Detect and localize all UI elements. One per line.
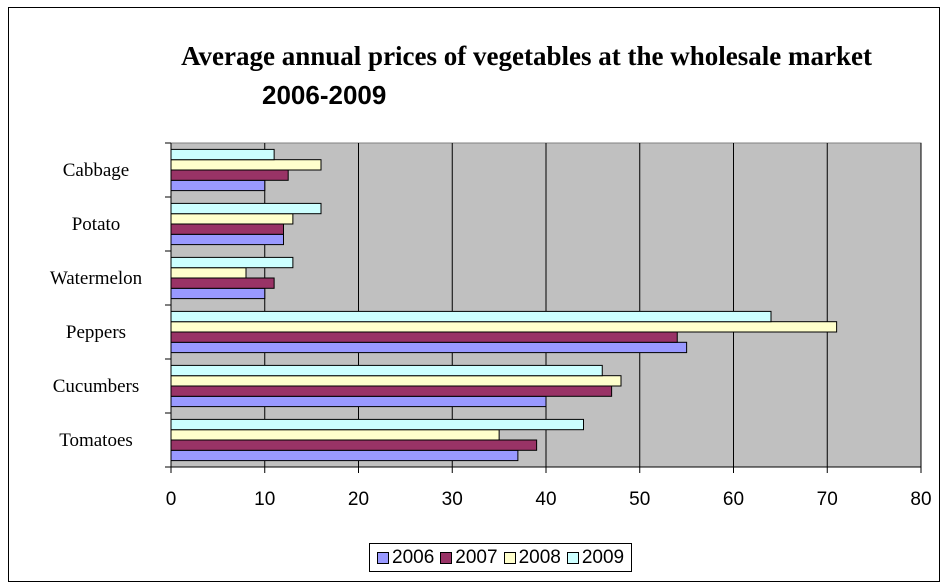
bar-potato-2009: [170, 202, 322, 215]
x-tick-label: 0: [166, 489, 177, 510]
bar-watermelon-2006: [170, 287, 266, 300]
bar-watermelon-2008: [170, 267, 247, 279]
legend-label: 2007: [455, 546, 498, 568]
legend-item-2006: 2006: [377, 547, 434, 569]
category-label: Tomatoes: [59, 430, 133, 451]
legend-label: 2009: [581, 546, 625, 568]
category-label: Potato: [72, 214, 121, 235]
bar-potato-2008: [170, 213, 294, 225]
bar-tomatoes-2006: [170, 449, 519, 462]
bar-peppers-2006: [170, 341, 688, 354]
bar-cabbage-2008: [170, 159, 322, 171]
legend-item-2008: 2008: [503, 546, 561, 569]
bar-peppers-2008: [170, 321, 838, 333]
bar-tomatoes-2009: [170, 418, 584, 431]
x-tick-label: 40: [535, 489, 556, 510]
x-tick-label: 60: [723, 489, 744, 510]
bar-cucumbers-2006: [170, 395, 547, 408]
x-tick-label: 30: [442, 489, 463, 510]
legend-swatch: [440, 551, 453, 564]
bar-cabbage-2006: [170, 179, 266, 192]
bar-cabbage-2009: [170, 148, 275, 161]
bar-watermelon-2007: [170, 277, 275, 289]
category-label: Cucumbers: [53, 376, 140, 397]
x-tick-label: 50: [629, 489, 650, 510]
legend-item-2007: 2007: [440, 546, 498, 569]
legend-swatch: [377, 551, 389, 564]
legend: 2006 2007 2008 2009: [369, 543, 633, 572]
category-label: Cabbage: [63, 160, 129, 181]
chart-subtitle: 2006-2009: [262, 80, 387, 110]
legend-label: 2008: [518, 546, 561, 568]
bar-watermelon-2009: [170, 256, 294, 269]
x-tick-label: 10: [254, 489, 275, 510]
bar-potato-2006: [170, 233, 284, 246]
bar-tomatoes-2008: [170, 429, 500, 441]
bar-cabbage-2007: [170, 169, 289, 181]
bar-cucumbers-2008: [170, 375, 622, 387]
bar-peppers-2009: [170, 310, 772, 323]
category-label: Peppers: [66, 322, 126, 343]
bar-cucumbers-2007: [170, 385, 613, 397]
category-label: Watermelon: [50, 268, 143, 289]
bar-potato-2007: [170, 223, 284, 235]
bar-tomatoes-2007: [170, 439, 538, 451]
legend-item-2009: 2009: [566, 546, 625, 569]
x-tick-label: 70: [817, 489, 838, 510]
x-tick-label: 80: [910, 489, 931, 510]
legend-swatch: [566, 551, 579, 564]
legend-swatch: [503, 551, 516, 564]
legend-label: 2006: [392, 546, 435, 568]
chart-title: Average annual prices of vegetables at t…: [181, 41, 872, 71]
x-tick-label: 20: [348, 489, 369, 510]
bar-peppers-2007: [170, 331, 678, 343]
bar-cucumbers-2009: [170, 364, 603, 377]
